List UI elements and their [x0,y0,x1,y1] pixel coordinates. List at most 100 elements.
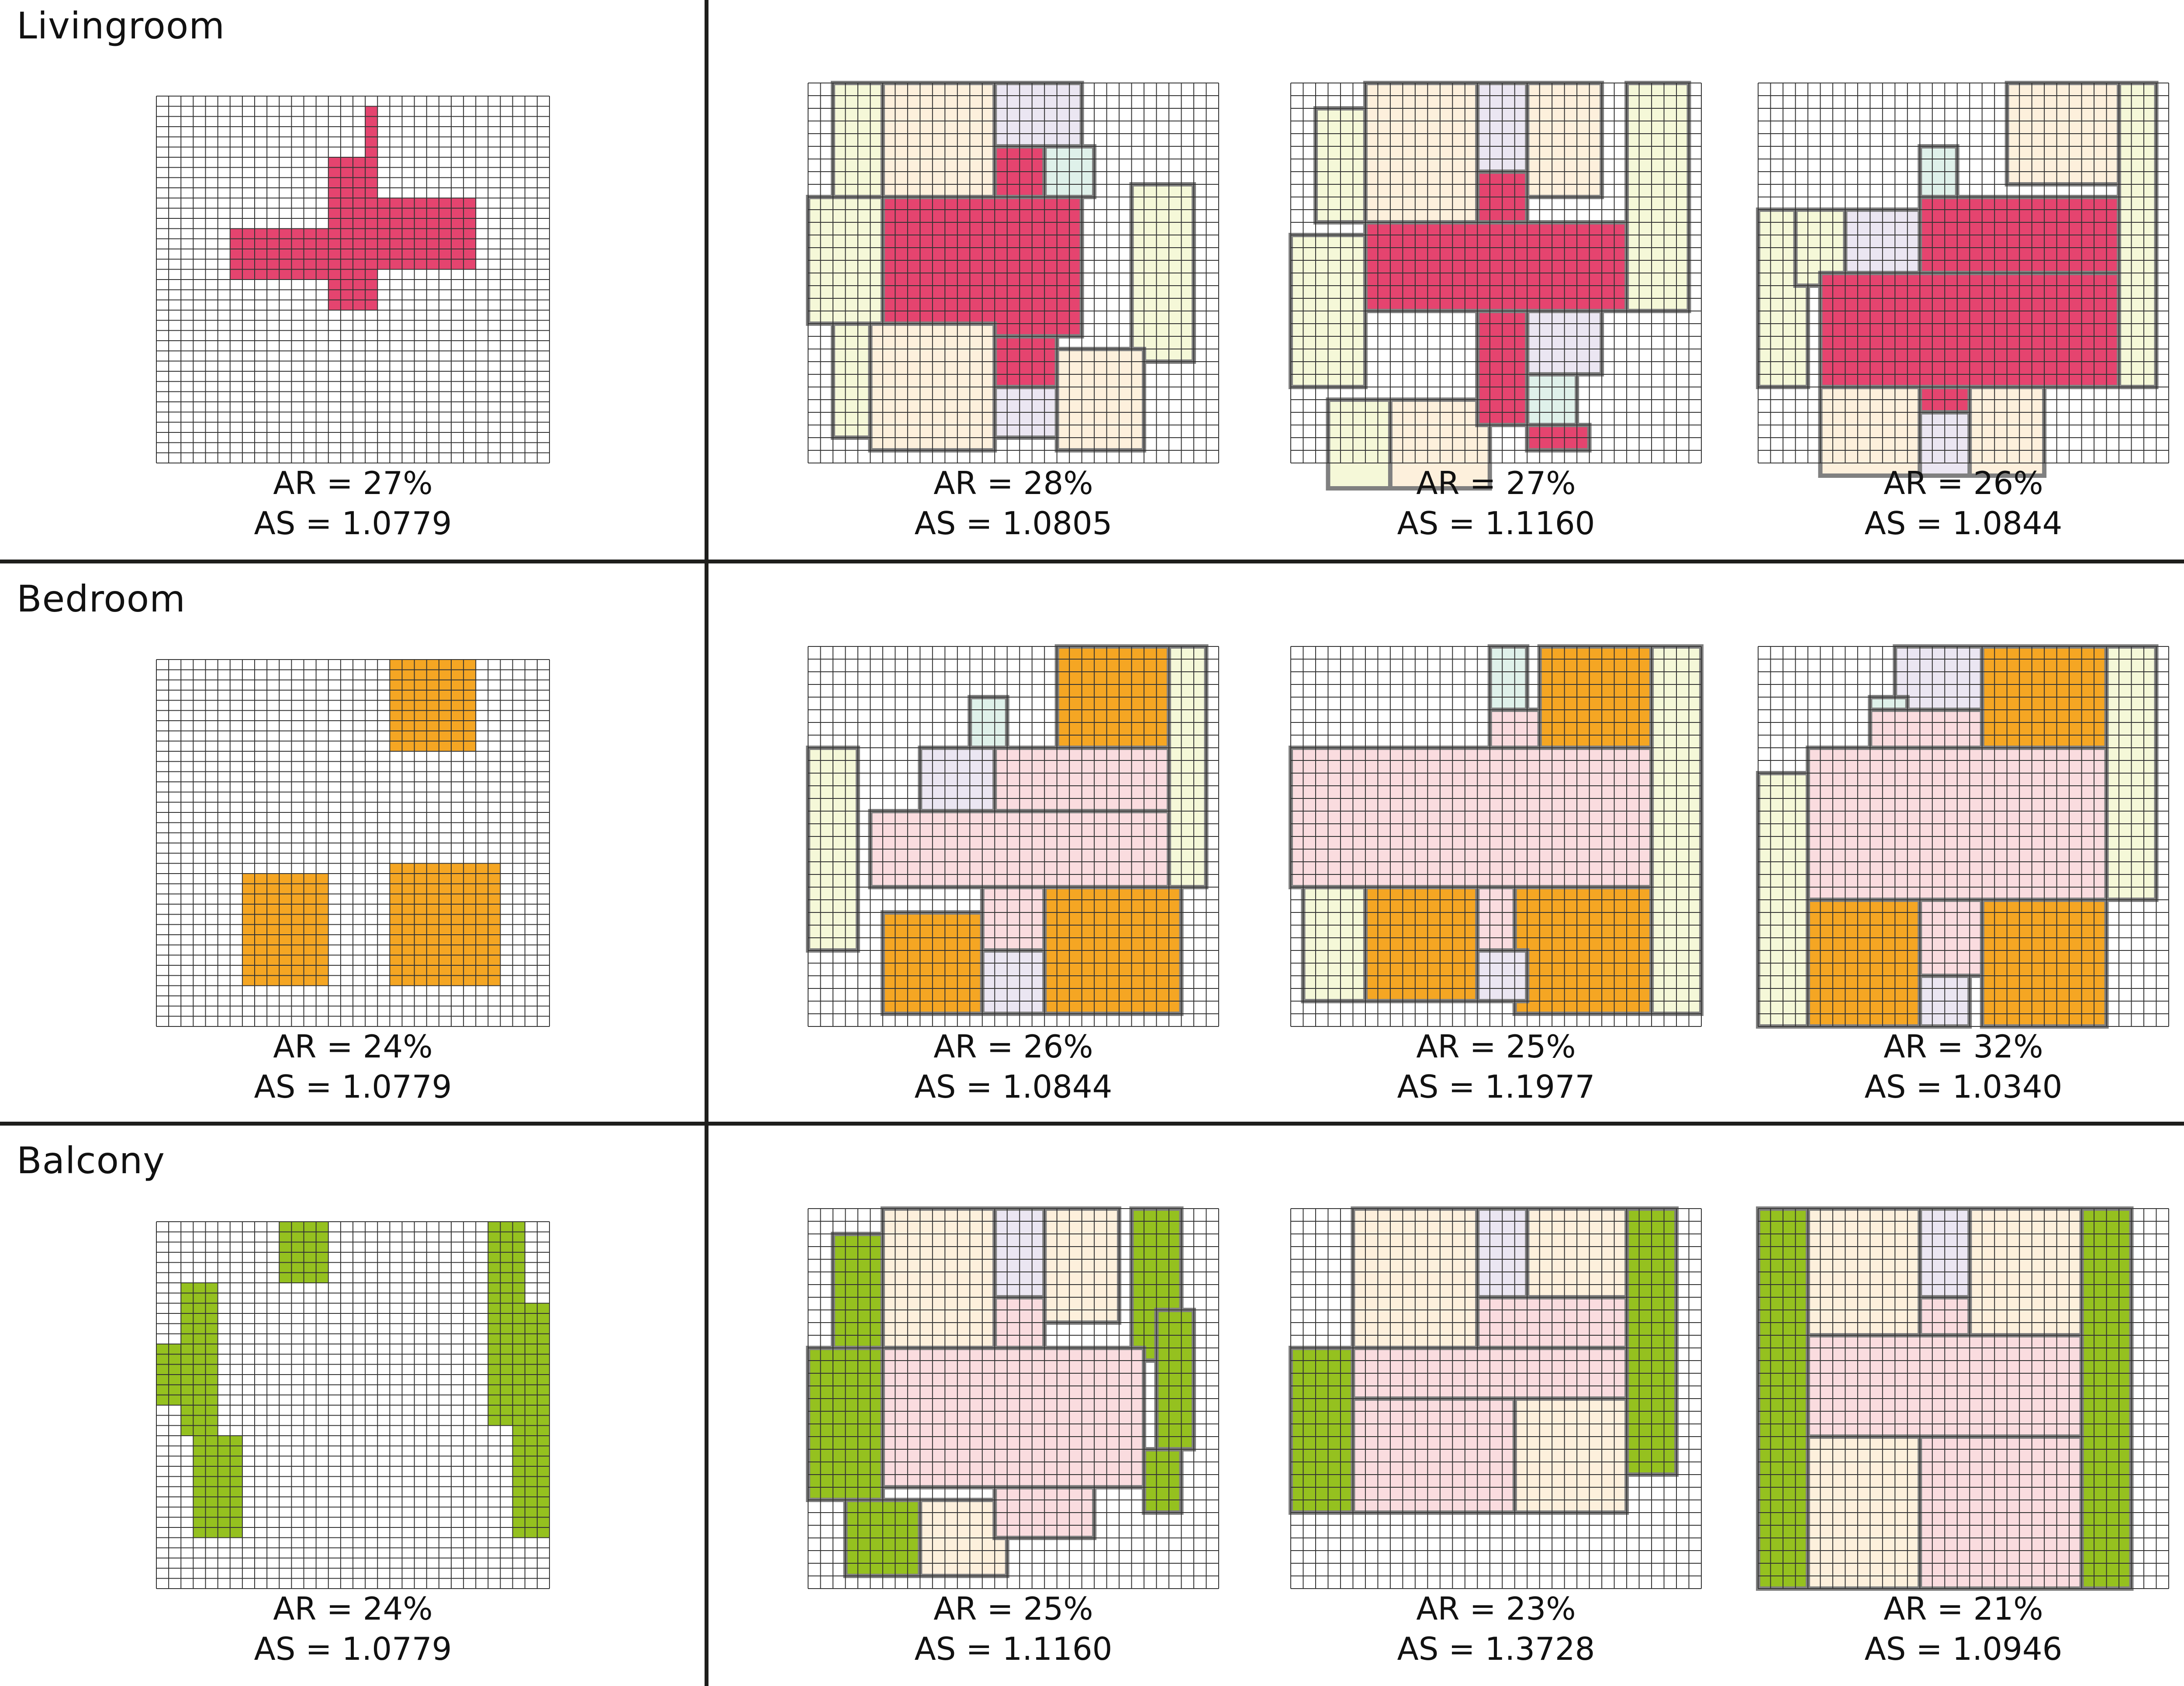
ar-value: AR = 32% [1883,1028,2043,1065]
as-value: AS = 1.1977 [1397,1068,1595,1105]
room-bathroom [995,83,1082,146]
generated-plan-svg [1756,644,2169,1029]
room-bedroom-faded [1514,1399,1627,1513]
metrics-caption: AR = 26% AS = 1.0844 [808,1026,1219,1107]
generated-floorplan-2: AR = 25% AS = 1.1977 [1289,644,1704,1109]
room-balcony-faded [1169,646,1206,887]
metrics-caption: AR = 23% AS = 1.3728 [1291,1589,1701,1669]
room-livingroom [365,106,378,157]
generated-plan-svg [1289,1206,1702,1589]
room-livingroom-faded [882,1348,1144,1487]
as-value: AS = 1.0779 [254,1068,452,1105]
room-bedroom-faded [882,1209,995,1348]
generated-plan-svg [1756,1206,2169,1591]
metrics-caption: AR = 27% AS = 1.1160 [1291,463,1701,543]
as-value: AS = 1.0779 [254,505,452,542]
as-value: AS = 1.0844 [1864,505,2063,542]
as-value: AS = 1.1160 [914,1631,1113,1667]
room-bedroom-faded [882,83,995,197]
metrics-caption: AR = 25% AS = 1.1160 [808,1589,1219,1669]
room-livingroom-faded [1870,710,1982,748]
room-balcony [181,1283,218,1436]
room-bedroom [242,874,328,986]
ar-value: AR = 21% [1883,1590,2043,1627]
ar-value: AR = 25% [933,1590,1093,1627]
room-balcony-faded [833,324,871,438]
row-divider-2 [0,1122,2184,1126]
generated-plan-svg [806,644,1219,1027]
generated-plan-svg [806,1206,1219,1589]
grid-lines [1758,1208,2169,1589]
room-livingroom-faded [1353,1399,1515,1513]
generated-plan-svg [1756,81,2169,478]
metrics-caption: AR = 27% AS = 1.0779 [156,463,549,543]
generated-plan-svg [1289,644,1704,1027]
as-value: AS = 1.0779 [254,1631,452,1667]
room-livingroom [230,269,341,280]
room-balcony [1156,1310,1194,1449]
generated-floorplan-1: AR = 26% AS = 1.0844 [806,644,1219,1109]
as-value: AS = 1.0844 [914,1068,1113,1105]
ar-value: AR = 24% [273,1590,433,1627]
ar-value: AR = 26% [933,1028,1093,1065]
grid-lines [156,96,550,463]
generated-floorplan-1: AR = 28% AS = 1.0805 [806,81,1219,546]
grid-lines [1290,1208,1702,1589]
room-livingroom-faded [1477,887,1515,950]
as-value: AS = 1.0340 [1864,1068,2063,1105]
column-divider [705,0,708,1686]
generated-floorplan-2: AR = 23% AS = 1.3728 [1289,1206,1702,1672]
room-balcony [1291,1348,1353,1513]
as-value: AS = 1.3728 [1397,1631,1595,1667]
metrics-caption: AR = 21% AS = 1.0946 [1758,1589,2169,1669]
reference-constraint-panel: AR = 24% AS = 1.0779 [156,1221,550,1669]
ar-value: AR = 28% [933,465,1093,501]
grid-lines [808,83,1219,463]
metrics-caption: AR = 24% AS = 1.0779 [156,1589,549,1669]
reference-constraint-panel: AR = 27% AS = 1.0779 [156,96,550,543]
reference-plan-svg [156,1221,550,1589]
as-value: AS = 1.0946 [1864,1631,2063,1667]
row-title-livingroom: Livingroom [17,4,225,47]
as-value: AS = 1.1160 [1397,505,1595,542]
grid-lines [156,1221,550,1589]
grid-lines [1758,646,2169,1027]
metrics-caption: AR = 26% AS = 1.0844 [1758,463,2169,543]
ar-value: AR = 23% [1416,1590,1576,1627]
room-balcony [512,1425,549,1538]
generated-floorplan-3: AR = 21% AS = 1.0946 [1756,1206,2169,1672]
grid-lines [1758,83,2169,463]
generated-floorplan-2: AR = 27% AS = 1.1160 [1289,81,1702,546]
reference-plan-svg [156,96,550,463]
grid-lines [1290,646,1702,1027]
room-livingroom-faded [1291,748,1652,887]
grid-lines [1290,83,1702,463]
room-livingroom [1365,222,1627,311]
metrics-caption: AR = 28% AS = 1.0805 [808,463,1219,543]
room-kitchen [1489,646,1527,710]
room-bedroom [390,660,476,751]
reference-plan-svg [156,659,550,1027]
generated-floorplan-3: AR = 26% AS = 1.0844 [1756,81,2169,546]
row-title-bedroom: Bedroom [17,577,186,620]
metrics-caption: AR = 32% AS = 1.0340 [1758,1026,2169,1107]
generated-plan-svg [1289,81,1702,491]
grid-lines [808,646,1219,1027]
reference-constraint-panel: AR = 24% AS = 1.0779 [156,659,550,1107]
generated-floorplan-3: AR = 32% AS = 1.0340 [1756,644,2169,1109]
room-bathroom [982,950,1045,1014]
row-divider-1 [0,560,2184,563]
ar-value: AR = 24% [273,1028,433,1065]
room-bedroom-faded [1365,83,1478,222]
metrics-caption: AR = 24% AS = 1.0779 [156,1026,549,1107]
row-title-balcony: Balcony [17,1139,165,1182]
metrics-caption: AR = 25% AS = 1.1977 [1291,1026,1701,1107]
room-bedroom [1365,887,1478,1001]
as-value: AS = 1.0805 [914,505,1113,542]
generated-plan-svg [806,81,1219,463]
room-livingroom-faded [982,887,1045,950]
room-balcony [1144,1449,1182,1513]
grid-lines [156,659,550,1027]
ar-value: AR = 26% [1883,465,2043,501]
ar-value: AR = 25% [1416,1028,1576,1065]
